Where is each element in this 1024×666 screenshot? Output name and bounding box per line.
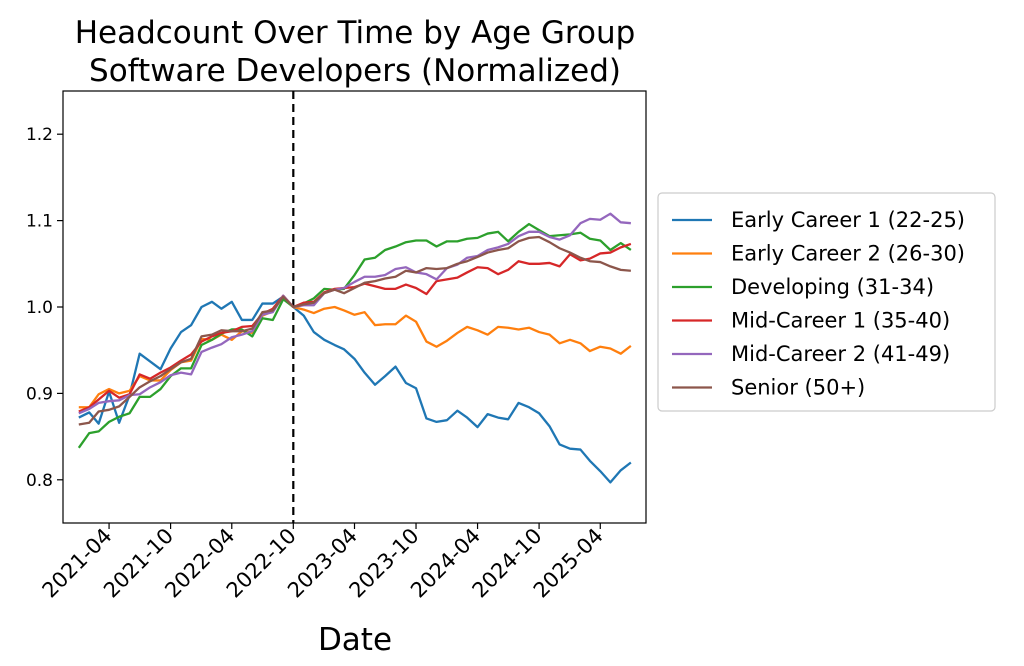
series-line (78, 212, 631, 415)
series-line (78, 235, 631, 426)
legend-entry: Early Career 1 (22-25) (731, 208, 965, 232)
legend-entry: Early Career 2 (26-30) (731, 242, 965, 266)
legend-entry: Mid-Career 2 (41-49) (731, 342, 950, 366)
y-axis-ticks: 0.8 0.9 1.0 1.1 1.2 (26, 125, 63, 491)
plot-frame (62, 90, 647, 524)
legend-frame (657, 192, 996, 412)
series-line (78, 295, 632, 484)
y-tick-label: 0.9 (26, 384, 53, 404)
series-lines (77, 212, 632, 484)
y-tick-label: 0.8 (26, 471, 53, 491)
series-line (77, 222, 632, 449)
series-line (78, 294, 632, 409)
x-axis-label: Date (318, 622, 392, 658)
x-axis-ticks: 2021-042021-102022-042022-102023-042023-… (38, 523, 608, 603)
y-tick-label: 1.2 (26, 125, 53, 145)
legend-entry: Developing (31-34) (731, 275, 934, 299)
chart-title: Headcount Over Time by Age Group (75, 15, 636, 51)
chart-subtitle: Software Developers (Normalized) (89, 53, 621, 89)
y-tick-label: 1.0 (26, 298, 53, 318)
legend-entry: Mid-Career 1 (35-40) (731, 309, 950, 333)
legend: Early Career 1 (22-25) Early Career 2 (26… (657, 192, 996, 412)
y-tick-label: 1.1 (26, 212, 53, 232)
legend-entry: Senior (50+) (731, 376, 865, 400)
